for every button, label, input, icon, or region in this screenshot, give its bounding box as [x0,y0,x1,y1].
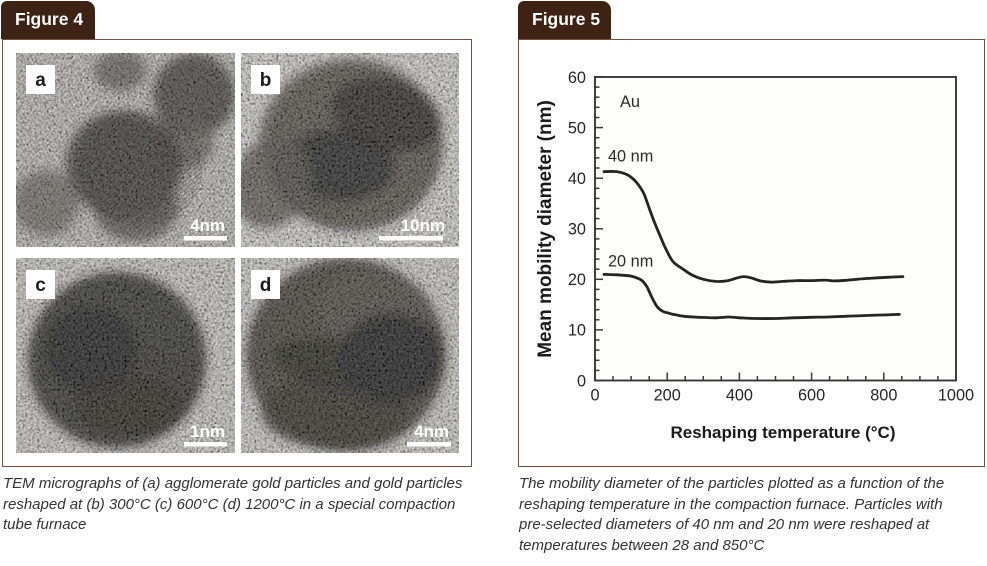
svg-text:40 nm: 40 nm [608,148,653,166]
svg-text:400: 400 [726,387,753,405]
svg-text:800: 800 [870,387,897,405]
svg-text:4nm: 4nm [190,216,225,235]
svg-text:c: c [35,275,46,296]
svg-text:50: 50 [568,119,586,137]
svg-text:20: 20 [568,271,586,289]
svg-text:30: 30 [568,221,586,239]
svg-text:4nm: 4nm [414,422,449,441]
svg-text:Mean mobility diameter (nm): Mean mobility diameter (nm) [535,100,556,358]
svg-text:10: 10 [568,322,586,340]
svg-text:0: 0 [590,387,599,405]
svg-text:b: b [260,70,272,91]
svg-text:40: 40 [568,170,586,188]
svg-text:Reshaping temperature (°C): Reshaping temperature (°C) [670,423,895,442]
svg-text:Au: Au [620,93,640,111]
svg-text:10nm: 10nm [401,216,445,235]
svg-text:1nm: 1nm [190,422,225,441]
svg-text:1000: 1000 [938,387,974,405]
svg-text:60: 60 [568,69,586,87]
svg-text:d: d [260,275,272,296]
svg-text:200: 200 [654,387,681,405]
svg-text:600: 600 [798,387,825,405]
svg-text:0: 0 [577,372,586,390]
svg-text:20 nm: 20 nm [608,253,653,271]
svg-text:a: a [35,70,46,91]
